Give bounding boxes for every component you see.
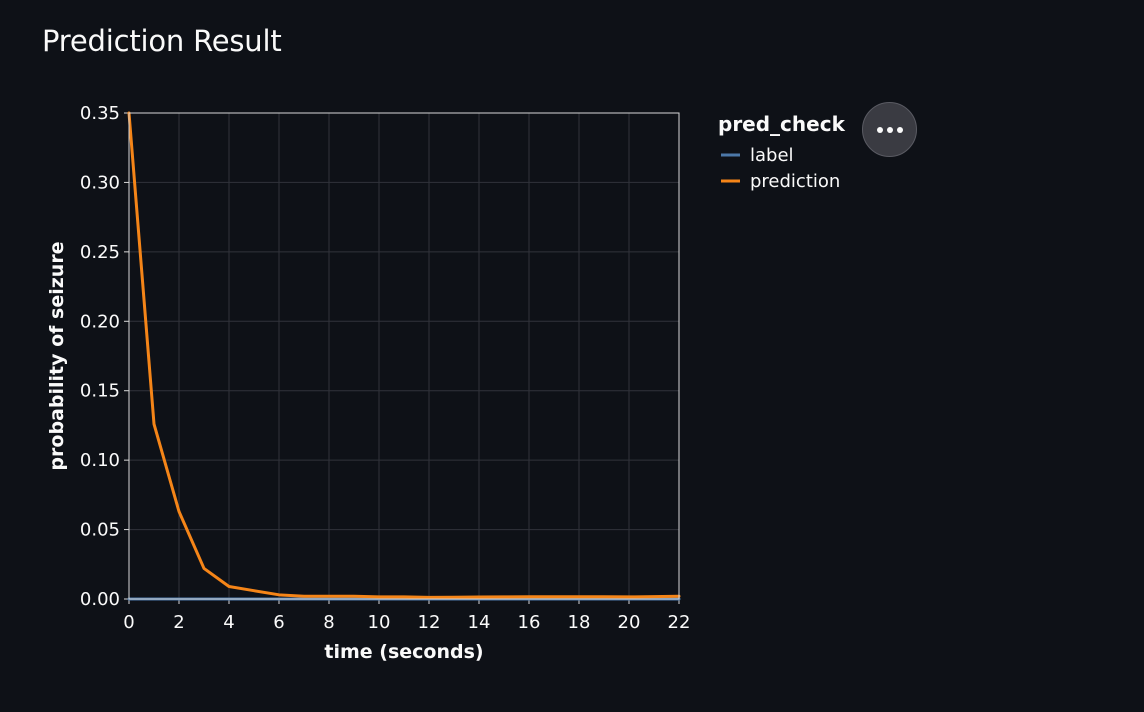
x-tick-label: 8 — [323, 612, 334, 633]
y-tick-label: 0.25 — [80, 242, 120, 263]
more-options-button[interactable] — [862, 102, 917, 157]
y-tick-label: 0.05 — [80, 520, 120, 541]
y-tick-label: 0.15 — [80, 381, 120, 402]
x-tick-label: 14 — [468, 612, 491, 633]
x-tick-label: 6 — [273, 612, 284, 633]
x-tick-label: 0 — [123, 612, 134, 633]
chart-grid — [128, 112, 680, 600]
x-tick-label: 22 — [668, 612, 691, 633]
x-tick-label: 18 — [568, 612, 591, 633]
more-horizontal-icon — [876, 126, 903, 133]
x-tick-label: 20 — [618, 612, 641, 633]
x-axis-label: time (seconds) — [324, 641, 483, 663]
chart-axes: 0 2 4 6 8 10 12 14 16 18 20 22 0.00 0.05 0.10 0.15 0.20 0… — [80, 103, 691, 633]
x-tick-label: 2 — [173, 612, 184, 633]
x-tick-label: 16 — [518, 612, 541, 633]
x-tick-label: 12 — [418, 612, 441, 633]
page-title: Prediction Result — [42, 24, 282, 58]
legend-item-label: label — [750, 145, 794, 166]
x-tick-label: 4 — [223, 612, 234, 633]
series-line-prediction — [127, 111, 681, 599]
chart-series — [127, 111, 681, 601]
x-tick-label: 10 — [368, 612, 391, 633]
y-tick-label: 0.30 — [80, 172, 120, 193]
y-tick-label: 0.00 — [80, 589, 120, 610]
y-axis-label: probability of seizure — [46, 241, 68, 470]
y-tick-label: 0.10 — [80, 450, 120, 471]
chart-labels: time (seconds) probability of seizure — [46, 241, 484, 663]
legend-title: pred_check — [718, 112, 846, 136]
plot-frame — [128, 112, 680, 600]
y-tick-label: 0.35 — [80, 103, 120, 124]
legend-item-prediction: prediction — [750, 171, 840, 192]
y-tick-label: 0.20 — [80, 311, 120, 332]
